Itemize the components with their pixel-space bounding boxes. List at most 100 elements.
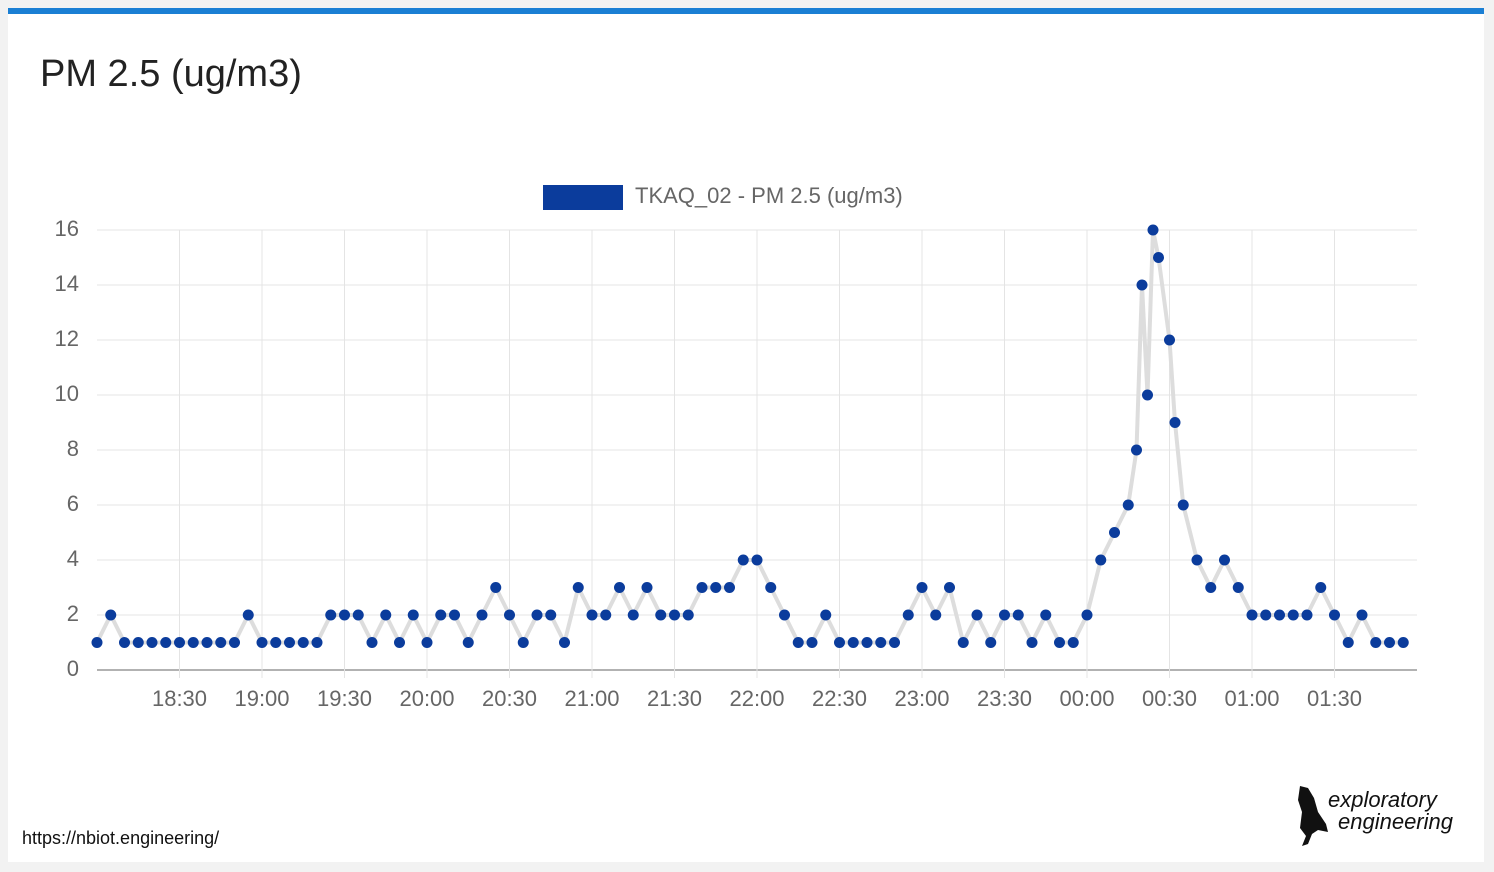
data-point [1219,554,1230,566]
data-point [1260,609,1272,621]
data-point [902,609,914,621]
data-point [696,582,708,593]
data-point [1026,637,1038,648]
x-tick-label: 00:30 [1142,686,1197,711]
footer-url: https://nbiot.engineering/ [22,828,219,848]
data-point [586,609,598,621]
data-point [517,637,529,648]
data-point [1232,582,1244,593]
data-point [1142,389,1153,401]
data-point [834,637,845,648]
data-point [875,637,887,648]
data-point [284,637,295,648]
data-point [1205,582,1217,593]
data-point [559,637,570,648]
data-point [407,609,419,621]
data-point [1287,609,1299,621]
data-point [1147,224,1159,236]
data-point [352,609,364,621]
data-point [1274,609,1285,621]
data-point [985,637,997,648]
data-point [1109,527,1120,538]
data-point [1153,252,1164,263]
data-point [490,582,502,593]
data-point [339,609,350,621]
data-point [751,554,763,566]
data-point [806,637,818,648]
data-point [627,609,639,621]
data-point [1054,637,1065,648]
data-point [600,609,612,621]
data-point [462,637,474,648]
data-point [1095,554,1107,566]
y-tick-label: 12 [55,326,79,351]
x-tick-label: 23:30 [977,686,1032,711]
legend-label: TKAQ_02 - PM 2.5 (ug/m3) [635,183,903,208]
data-point [572,582,584,593]
y-tick-label: 8 [67,436,79,461]
x-tick-label: 00:00 [1059,686,1114,711]
y-tick-label: 10 [55,381,79,406]
series-line [95,229,1404,649]
data-point [792,637,804,648]
data-point [779,609,790,621]
card-top-bar [8,8,1484,14]
card-bg [8,8,1484,862]
data-point [889,637,900,648]
chart-title: PM 2.5 (ug/m3) [40,53,302,95]
data-point [710,582,722,593]
logo-text: exploratory [1328,787,1439,812]
data-point [366,637,378,648]
data-point [476,609,488,621]
data-point [421,637,433,648]
y-tick-label: 0 [67,656,79,681]
data-point [119,637,130,648]
data-point [1356,609,1368,621]
data-point [1370,637,1382,648]
data-point [1067,637,1079,648]
data-point [1397,637,1409,648]
data-point [311,637,323,648]
data-point [737,554,749,566]
data-point [765,582,777,593]
data-point [1040,609,1052,621]
legend-swatch [543,185,623,210]
x-tick-label: 21:00 [564,686,619,711]
y-tick-label: 4 [67,546,79,571]
x-tick-label: 01:30 [1307,686,1362,711]
data-point [449,609,460,621]
logo: exploratory engineering [1298,786,1454,846]
x-tick-label: 20:00 [399,686,454,711]
data-point [91,637,103,648]
data-point [1384,637,1395,648]
x-tick-label: 21:30 [647,686,702,711]
data-point [435,609,447,621]
y-tick-label: 16 [55,216,79,241]
data-point [215,637,227,648]
data-point [999,609,1010,621]
data-point [820,609,832,621]
data-point [1177,499,1189,511]
data-point [174,637,185,648]
data-point [847,637,859,648]
data-point [1342,637,1354,648]
data-point [669,609,680,621]
data-point [614,582,625,593]
x-tick-label: 18:30 [152,686,207,711]
x-tick-label: 23:00 [894,686,949,711]
data-point [1329,609,1340,621]
data-point [105,609,117,621]
data-point [655,609,667,621]
data-point [724,582,735,593]
data-point [1081,609,1093,621]
data-point [1131,444,1142,456]
data-point [930,609,942,621]
x-tick-label: 01:00 [1224,686,1279,711]
data-point [325,609,337,621]
data-point [1136,279,1148,291]
data-point [160,637,172,648]
x-tick-label: 19:30 [317,686,372,711]
data-point [682,609,694,621]
